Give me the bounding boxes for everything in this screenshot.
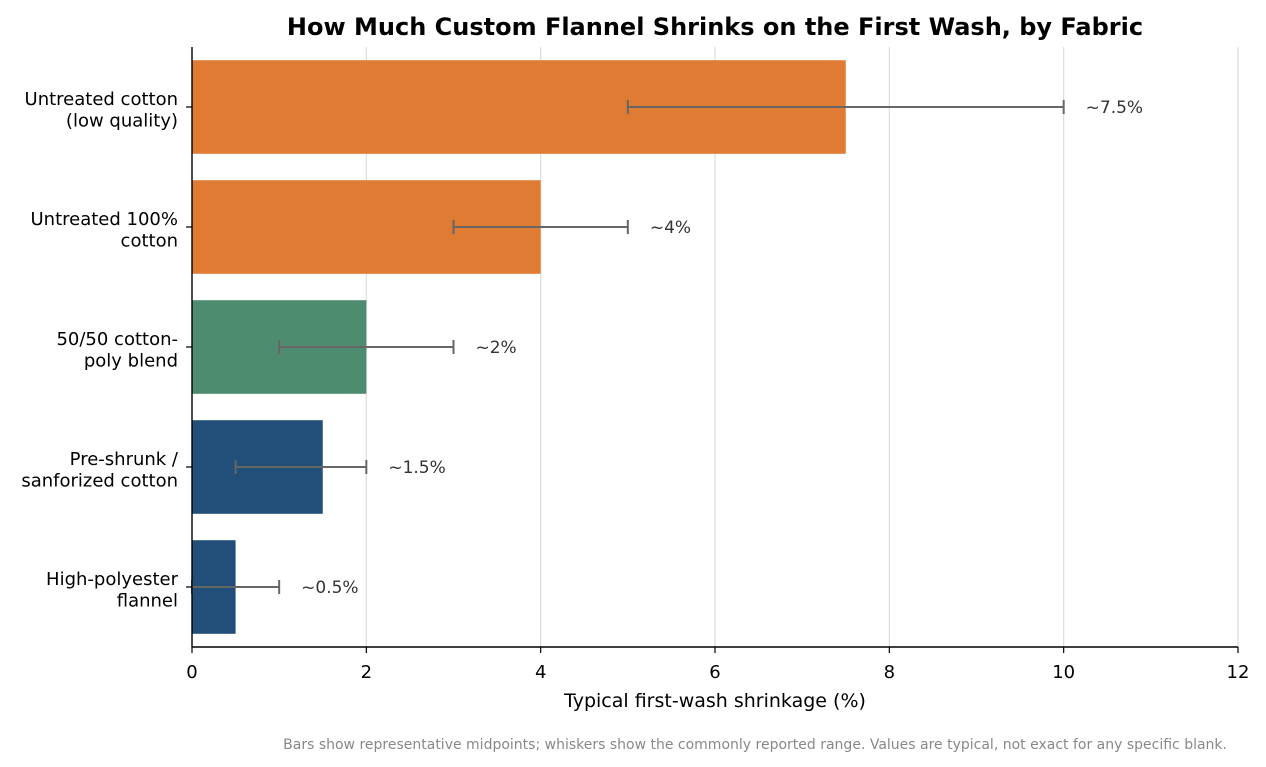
- category-label-line: High-polyester: [46, 569, 179, 590]
- category-label-line: flannel: [117, 591, 178, 612]
- category-label-line: cotton: [121, 231, 178, 252]
- x-tick-label: 8: [884, 662, 895, 683]
- x-tick-label: 4: [535, 662, 546, 683]
- error-bar: [234, 460, 368, 474]
- data-labels: ~7.5% ~4% ~2% ~1.5% ~0.5%: [301, 98, 1143, 598]
- category-label-line: Untreated cotton: [25, 89, 178, 110]
- x-axis-label: Typical first-wash shrinkage (%): [563, 690, 866, 712]
- x-tick-label: 12: [1227, 662, 1250, 683]
- error-bars: [191, 100, 1065, 594]
- data-label: ~2%: [476, 338, 517, 358]
- data-label: ~0.5%: [301, 578, 358, 598]
- data-label: ~1.5%: [388, 458, 445, 478]
- category-label-line: sanforized cotton: [21, 471, 178, 492]
- x-tick-label: 0: [186, 662, 197, 683]
- category-label: High-polyester flannel: [46, 569, 179, 612]
- data-label: ~4%: [650, 218, 691, 238]
- error-bar: [278, 340, 455, 354]
- category-label-line: Pre-shrunk /: [70, 449, 179, 470]
- data-label: ~7.5%: [1086, 98, 1143, 118]
- x-axis: 0 2 4 6 8 10 12: [186, 646, 1250, 683]
- error-bar: [626, 100, 1065, 114]
- footnote: Bars show representative midpoints; whis…: [283, 737, 1227, 753]
- category-label-line: 50/50 cotton-: [56, 329, 178, 350]
- y-axis: Untreated cotton (low quality) Untreated 1…: [21, 47, 193, 647]
- category-label-line: Untreated 100%: [31, 209, 179, 230]
- x-tick-label: 6: [709, 662, 720, 683]
- chart-title: How Much Custom Flannel Shrinks on the F…: [287, 13, 1143, 41]
- category-label: Untreated cotton (low quality): [25, 89, 178, 132]
- category-label-line: (low quality): [66, 111, 178, 132]
- category-label: Pre-shrunk / sanforized cotton: [21, 449, 179, 492]
- x-tick-label: 10: [1052, 662, 1075, 683]
- category-label: Untreated 100% cotton: [31, 209, 179, 252]
- category-label-line: poly blend: [84, 351, 178, 372]
- x-tick-label: 2: [361, 662, 372, 683]
- category-label: 50/50 cotton-poly blend: [56, 329, 178, 372]
- error-bar: [452, 220, 629, 234]
